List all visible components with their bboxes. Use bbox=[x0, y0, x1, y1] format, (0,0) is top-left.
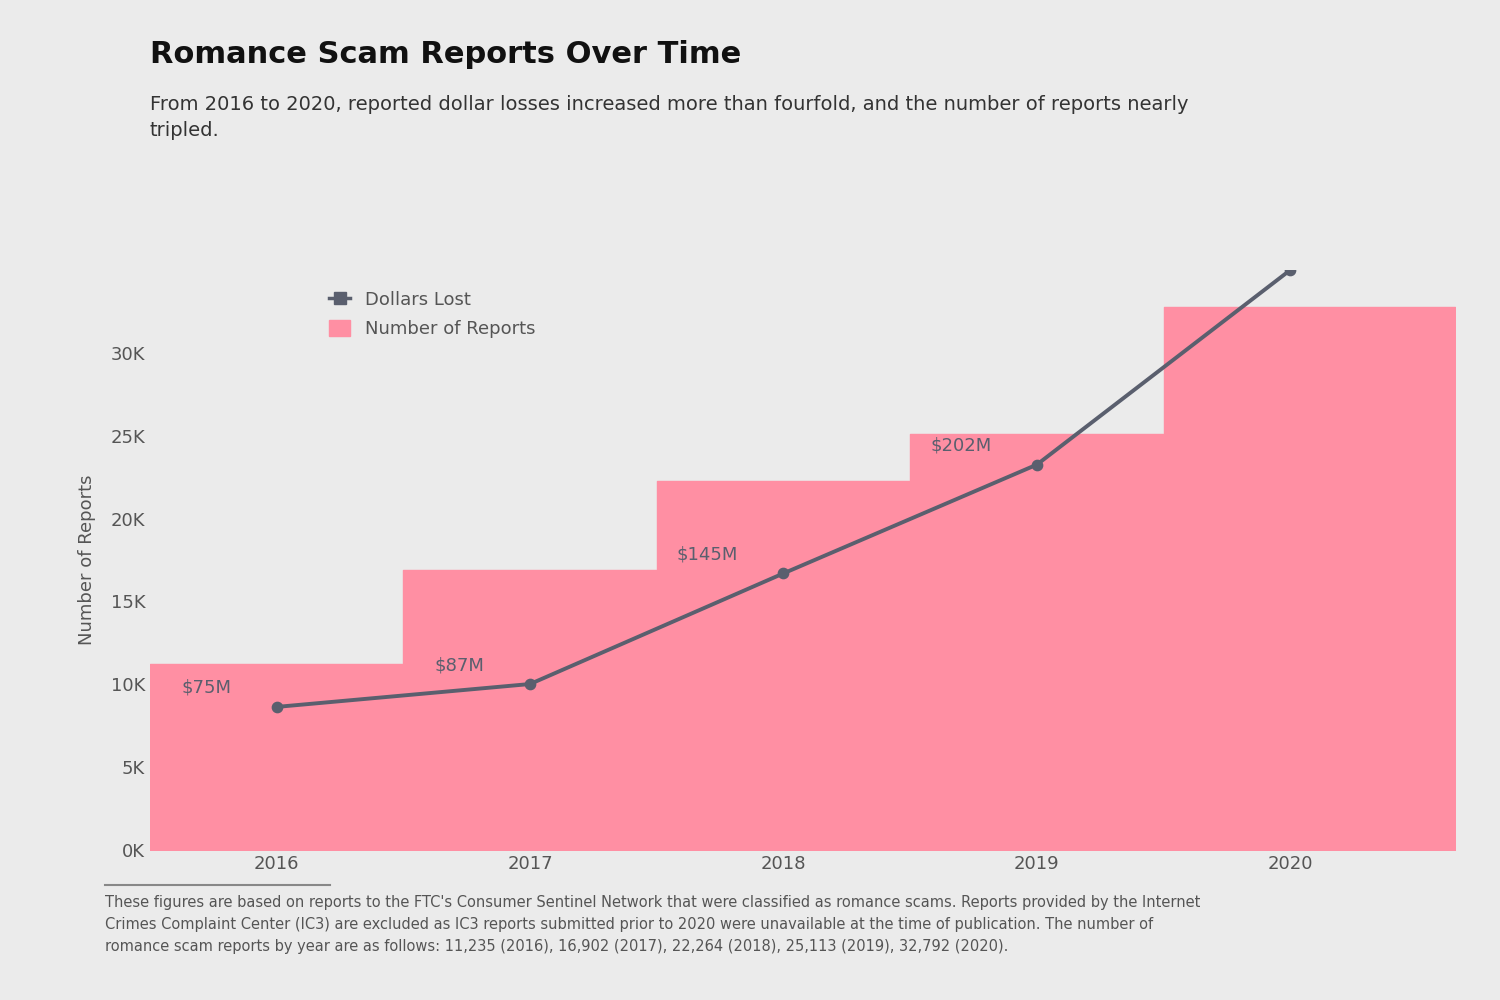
Text: $145M: $145M bbox=[676, 545, 738, 563]
Point bbox=[1024, 457, 1048, 473]
Y-axis label: Number of Reports: Number of Reports bbox=[78, 475, 96, 645]
Point bbox=[771, 565, 795, 581]
Point bbox=[264, 699, 288, 715]
Point bbox=[1278, 262, 1302, 278]
Legend: Dollars Lost, Number of Reports: Dollars Lost, Number of Reports bbox=[328, 291, 536, 338]
Text: $87M: $87M bbox=[435, 656, 484, 674]
Text: $202M: $202M bbox=[930, 437, 992, 455]
Text: Romance Scam Reports Over Time: Romance Scam Reports Over Time bbox=[150, 40, 741, 69]
Text: $75M: $75M bbox=[182, 679, 231, 697]
Text: These figures are based on reports to the FTC's Consumer Sentinel Network that w: These figures are based on reports to th… bbox=[105, 895, 1200, 954]
Text: From 2016 to 2020, reported dollar losses increased more than fourfold, and the : From 2016 to 2020, reported dollar losse… bbox=[150, 95, 1188, 140]
Point bbox=[518, 676, 542, 692]
